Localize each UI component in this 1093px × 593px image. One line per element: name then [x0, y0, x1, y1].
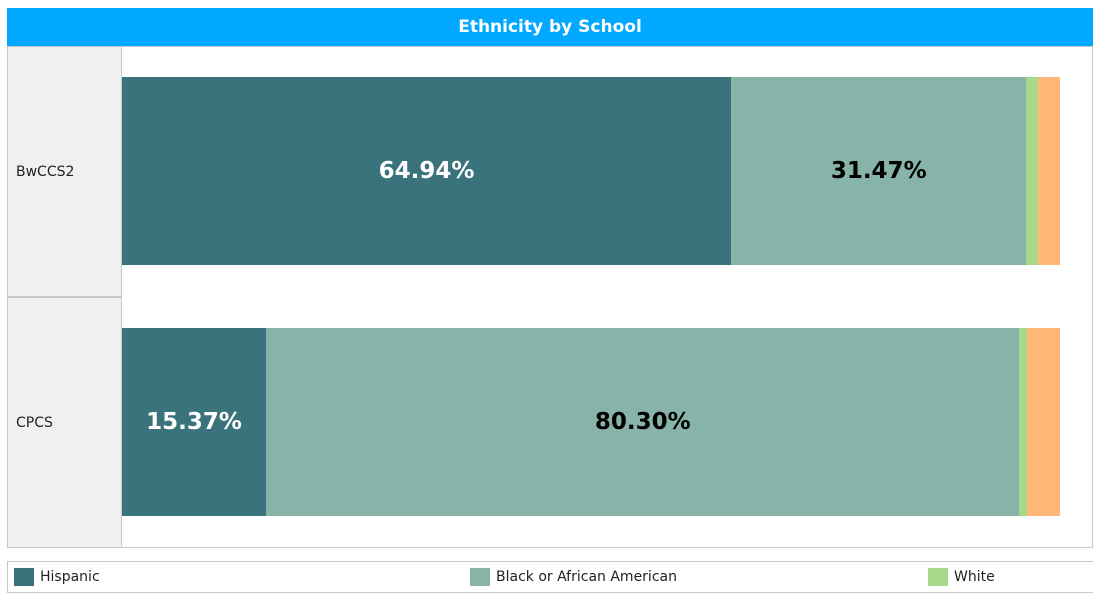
bar-segment-cpcs-white[interactable] — [1019, 328, 1027, 516]
legend-label-hispanic: Hispanic — [40, 569, 100, 585]
data-label-cpcs-0: 15.37% — [146, 409, 242, 435]
legend-item-white[interactable]: White — [928, 568, 995, 586]
legend-swatch-black-or-african-american — [470, 568, 490, 586]
category-label-cpcs: CPCS — [7, 297, 122, 548]
bar-segment-bwccs2-hispanic[interactable]: 64.94% — [122, 77, 732, 265]
bar-segment-cpcs-black-or-african-american[interactable]: 80.30% — [266, 328, 1020, 516]
legend-swatch-hispanic — [14, 568, 34, 586]
bar-segment-cpcs-series-3[interactable] — [1026, 328, 1060, 516]
data-label-bwccs2-1: 31.47% — [830, 158, 927, 184]
data-label-cpcs-1: 80.30% — [594, 409, 691, 435]
bar-segment-cpcs-hispanic[interactable]: 15.37% — [122, 328, 267, 516]
data-label-bwccs2-0: 64.94% — [378, 158, 475, 184]
bar-segment-bwccs2-series-3[interactable] — [1037, 77, 1060, 265]
legend-label-black-or-african-american: Black or African American — [496, 569, 677, 585]
category-axis: BwCCS2 CPCS — [7, 46, 122, 548]
bar-segment-bwccs2-white[interactable] — [1026, 77, 1038, 265]
chart-title: Ethnicity by School — [7, 8, 1093, 46]
legend-item-black-or-african-american[interactable]: Black or African American — [470, 568, 677, 586]
bar-area: 64.94% 31.47% 15.37% 80.30% — [122, 46, 1082, 548]
legend-swatch-white — [928, 568, 948, 586]
bar-segment-bwccs2-black-or-african-american[interactable]: 31.47% — [731, 77, 1027, 265]
category-label-bwccs2: BwCCS2 — [7, 46, 122, 297]
legend-item-hispanic[interactable]: Hispanic — [14, 568, 100, 586]
legend: Hispanic Black or African American White — [7, 561, 1093, 593]
legend-label-white: White — [954, 569, 995, 585]
